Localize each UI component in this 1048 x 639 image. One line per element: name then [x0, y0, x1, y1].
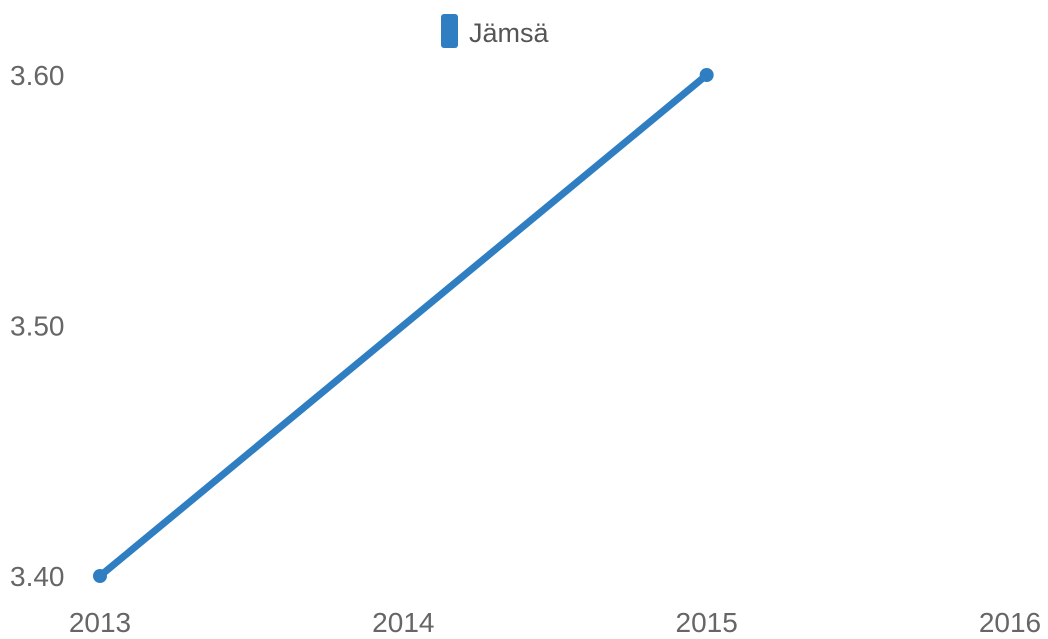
legend-swatch-jamsa	[441, 14, 458, 48]
x-tick-label: 2014	[372, 607, 434, 638]
x-tick-label: 2013	[69, 607, 131, 638]
y-tick-label: 3.60	[10, 60, 65, 91]
legend-label-jamsa: Jämsä	[469, 18, 550, 48]
y-tick-label: 3.40	[10, 561, 65, 592]
x-axis-ticks: 2013 2014 2015 2016	[69, 607, 1041, 638]
series-layer	[93, 68, 714, 583]
data-point-jamsa[interactable]	[93, 569, 107, 583]
y-tick-label: 3.50	[10, 311, 65, 342]
series-line-jamsa[interactable]	[96, 71, 711, 580]
data-point-jamsa[interactable]	[699, 68, 714, 82]
y-axis-ticks: 3.40 3.50 3.60	[10, 60, 65, 592]
x-tick-label: 2015	[676, 607, 738, 638]
x-tick-label: 2016	[979, 607, 1041, 638]
legend[interactable]: Jämsä	[441, 14, 550, 48]
